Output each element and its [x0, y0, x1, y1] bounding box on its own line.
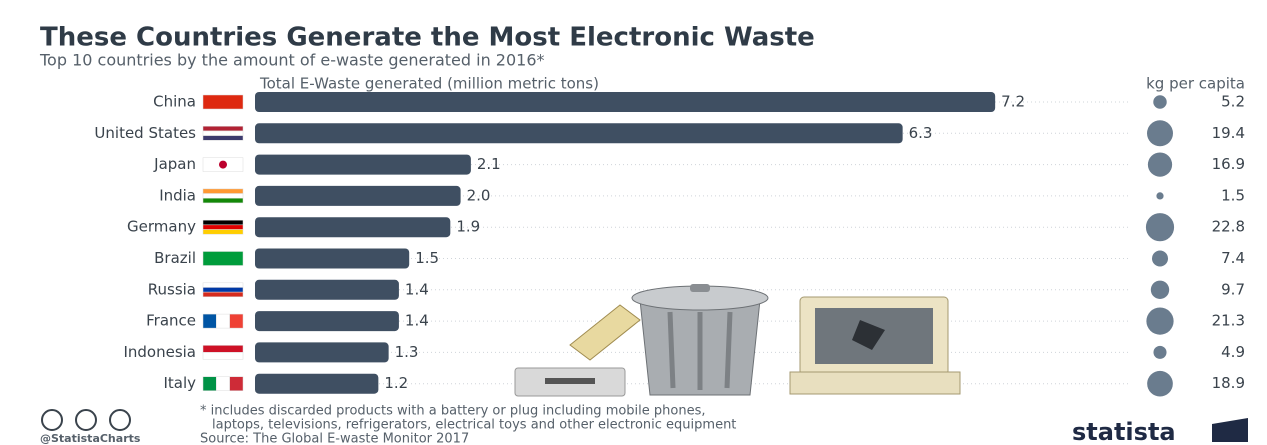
flag	[216, 376, 230, 391]
bubble-label: 9.7	[1221, 280, 1245, 298]
bubble-label: 4.9	[1221, 343, 1245, 361]
bubble-label: 1.5	[1221, 186, 1245, 204]
category-label: Russia	[148, 280, 196, 298]
category-label: France	[146, 312, 196, 330]
category-label: India	[159, 186, 196, 204]
value-label: 2.0	[467, 186, 491, 204]
bubble	[1150, 280, 1170, 299]
bar	[255, 185, 461, 206]
flag	[202, 193, 244, 199]
bubble	[1153, 345, 1167, 359]
flag	[202, 229, 244, 235]
cc-icons	[41, 409, 131, 431]
flag	[216, 313, 230, 329]
bar-header: Total E-Waste generated (million metric …	[259, 75, 599, 93]
bar	[255, 217, 451, 238]
category-label: Japan	[153, 155, 196, 173]
value-label: 6.3	[909, 124, 933, 142]
bubble	[1146, 307, 1174, 335]
value-label: 1.9	[456, 218, 480, 236]
bubble-label: 18.9	[1212, 374, 1245, 392]
chart-subtitle: Top 10 countries by the amount of e-wast…	[39, 51, 545, 70]
bar	[255, 123, 903, 144]
bubble-label: 7.4	[1221, 249, 1245, 267]
brand: statista	[1072, 418, 1176, 445]
bar	[255, 311, 399, 332]
flag	[229, 313, 244, 329]
category-label: China	[153, 93, 196, 111]
bubble-label: 5.2	[1221, 93, 1245, 111]
flag	[202, 224, 244, 230]
value-label: 2.1	[477, 155, 501, 173]
bar	[255, 279, 399, 300]
flag	[202, 197, 244, 204]
bubble	[1147, 152, 1173, 177]
bubble-header: kg per capita	[1146, 75, 1245, 93]
flag	[202, 135, 244, 141]
bubble	[1147, 120, 1173, 147]
illustration	[514, 284, 961, 397]
bar	[255, 154, 471, 175]
bar	[255, 342, 389, 363]
handle: @StatistaCharts	[40, 432, 141, 445]
flag	[202, 287, 244, 293]
flag	[202, 219, 244, 226]
footnote: * includes discarded products with a bat…	[200, 404, 706, 419]
bubble-label: 21.3	[1212, 312, 1245, 330]
category-label: Germany	[127, 218, 196, 236]
bubble	[1145, 213, 1175, 242]
value-label: 1.4	[405, 280, 429, 298]
bar	[255, 248, 410, 269]
bubble	[1153, 95, 1167, 109]
flag	[202, 313, 217, 329]
flag	[219, 160, 227, 169]
category-label: Italy	[163, 374, 196, 392]
bubble	[1147, 370, 1173, 397]
bubble-label: 19.4	[1212, 124, 1245, 142]
flag	[202, 130, 244, 136]
bubble	[1151, 250, 1169, 267]
footnote: laptops, televisions, refrigerators, ele…	[212, 418, 736, 433]
source: Source: The Global E-waste Monitor 2017	[200, 432, 469, 445]
flag	[202, 251, 244, 266]
flag	[202, 345, 244, 353]
value-label: 7.2	[1001, 93, 1025, 111]
flag	[202, 352, 244, 360]
bubble-label: 22.8	[1212, 218, 1245, 236]
flag	[229, 376, 244, 391]
bubble-label: 16.9	[1212, 155, 1245, 173]
brand-logo	[1212, 418, 1248, 442]
value-label: 1.2	[384, 374, 408, 392]
bubble	[1156, 192, 1164, 200]
value-label: 1.3	[395, 343, 419, 361]
flag	[202, 94, 244, 110]
flag	[202, 291, 244, 298]
flag	[202, 376, 217, 391]
bar	[255, 373, 379, 394]
flag	[202, 188, 244, 194]
flag	[202, 126, 244, 132]
category-label: United States	[94, 124, 196, 142]
chart-title: These Countries Generate the Most Electr…	[40, 23, 815, 53]
category-label: Indonesia	[123, 343, 196, 361]
value-label: 1.4	[405, 312, 429, 330]
bar	[255, 92, 996, 112]
category-label: Brazil	[154, 249, 196, 267]
flag	[202, 282, 244, 288]
value-label: 1.5	[415, 249, 439, 267]
